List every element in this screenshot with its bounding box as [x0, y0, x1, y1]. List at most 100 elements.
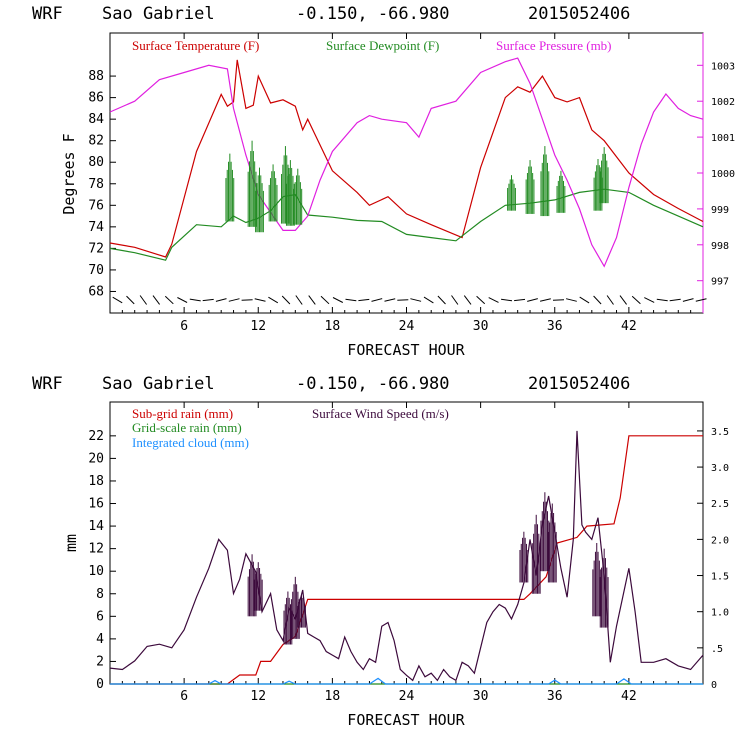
series-sub-grid-rain-mm	[110, 435, 703, 685]
x-axis-label: FORECAST HOUR	[347, 711, 465, 729]
wind-barb	[358, 298, 370, 302]
x-tick-label: 6	[180, 689, 188, 704]
wind-barb	[606, 295, 614, 305]
legend: Sub-grid rain (mm) Surface Wind Speed (m…	[132, 406, 449, 450]
wind-barb	[202, 298, 214, 302]
header-top: WRF Sao Gabriel -0.150, -66.980 20150524…	[32, 4, 630, 24]
x-tick-label: 24	[399, 689, 415, 704]
legend-subgrid-rain: Sub-grid rain (mm)	[132, 406, 233, 421]
y2-tick-label: 3.5	[711, 427, 729, 438]
x-tick-label: 18	[325, 689, 341, 704]
x-tick-label: 42	[621, 689, 637, 704]
y-tick-label: 22	[88, 429, 104, 444]
x-tick-label: 12	[250, 319, 266, 334]
wind-barb	[631, 295, 641, 305]
y2-axis: 997 998 999 1000 1001 1002 1003	[697, 61, 735, 288]
series-surface-wind-speed-m-s	[109, 430, 704, 682]
y-tick-label: 16	[88, 497, 104, 512]
y-tick-label: 86	[88, 91, 104, 106]
x-tick-label: 24	[399, 319, 415, 334]
y-tick-label: 88	[88, 69, 104, 84]
series-group	[109, 57, 704, 268]
wind-barb	[164, 295, 174, 305]
wind-barb	[501, 298, 513, 302]
header-model: WRF	[32, 374, 63, 394]
wind-barb	[320, 295, 330, 305]
y-axis: 0 2 4 6 8 10 12 14 16 18 20 22	[88, 429, 116, 692]
wind-barb	[345, 298, 357, 302]
wind-barb	[384, 298, 396, 302]
y-tick-label: 10	[88, 564, 104, 579]
header-coords: -0.150, -66.980	[296, 374, 450, 394]
y2-tick-label: 1.5	[711, 572, 729, 583]
series-surface-dewpoint-f	[109, 188, 704, 261]
y2-tick-label: 1000	[711, 169, 735, 180]
wind-barbs	[112, 295, 707, 305]
wind-barb	[371, 298, 383, 302]
wind-barb	[332, 297, 344, 303]
x-axis-label: FORECAST HOUR	[347, 341, 465, 359]
wind-barb	[423, 296, 434, 304]
x-tick-label: 12	[250, 689, 266, 704]
wind-barb	[682, 298, 694, 302]
wind-barb	[268, 296, 279, 304]
y2-axis: 0 .5 1.0 1.5 2.0 2.5 3.0 3.5	[697, 427, 729, 691]
wind-barb	[593, 295, 602, 305]
y-axis: 68 70 72 74 76 78 80 82 84 86 88	[88, 69, 116, 299]
x-tick-label: 36	[547, 319, 563, 334]
plot-frame	[109, 32, 704, 314]
wind-barb	[463, 295, 472, 305]
header-location: Sao Gabriel	[102, 374, 215, 394]
series-surface-pressure-mb	[109, 57, 704, 268]
y-tick-label: 72	[88, 241, 104, 256]
header-coords: -0.150, -66.980	[296, 4, 450, 24]
y-tick-label: 14	[88, 519, 104, 534]
wind-barb	[669, 298, 681, 302]
y-tick-label: 2	[96, 654, 104, 669]
y-tick-label: 76	[88, 198, 104, 213]
wind-barb	[451, 295, 459, 305]
header-bottom: WRF Sao Gabriel -0.150, -66.980 20150524…	[32, 374, 630, 394]
y2-tick-label: 2.5	[711, 499, 729, 510]
legend-dewpoint: Surface Dewpoint (F)	[326, 38, 439, 53]
wind-barb	[437, 295, 446, 305]
y-axis-label: Degrees F	[60, 133, 78, 214]
legend-wind-speed: Surface Wind Speed (m/s)	[312, 406, 449, 421]
wind-barb	[308, 295, 316, 305]
y2-tick-label: 1003	[711, 61, 735, 72]
y2-tick-label: 998	[711, 241, 729, 252]
y-tick-label: 0	[96, 677, 104, 692]
y2-tick-label: .5	[711, 644, 723, 655]
x-axis: 6 12 18 24 30 36 42	[121, 402, 692, 704]
y2-tick-label: 999	[711, 205, 729, 216]
x-tick-label: 42	[621, 319, 637, 334]
legend-integrated-cloud: Integrated cloud (mm)	[132, 435, 249, 450]
y-tick-label: 4	[96, 632, 104, 647]
y-tick-label: 12	[88, 542, 104, 557]
header-init: 2015052406	[528, 4, 630, 24]
wind-barb	[514, 298, 526, 302]
x-tick-label: 30	[473, 689, 489, 704]
y2-tick-label: 3.0	[711, 463, 729, 474]
wind-barb	[126, 295, 135, 305]
wind-barb	[644, 297, 655, 303]
wind-barb	[397, 299, 409, 301]
y-tick-label: 82	[88, 134, 104, 149]
header-init: 2015052406	[528, 374, 630, 394]
wind-barb	[215, 298, 227, 302]
wind-barb	[476, 295, 486, 305]
wind-barb	[228, 298, 240, 302]
series-integrated-cloud-mm	[110, 677, 703, 685]
y-tick-label: 70	[88, 263, 104, 278]
y2-tick-label: 2.0	[711, 535, 729, 546]
y-tick-label: 84	[88, 112, 104, 127]
y-tick-label: 6	[96, 609, 104, 624]
wind-barb	[139, 295, 148, 305]
x-tick-label: 30	[473, 319, 489, 334]
wind-barb	[695, 298, 707, 302]
x-tick-label: 18	[325, 319, 341, 334]
y2-tick-label: 0	[711, 680, 717, 691]
header-location: Sao Gabriel	[102, 4, 215, 24]
wind-barb	[527, 298, 538, 302]
